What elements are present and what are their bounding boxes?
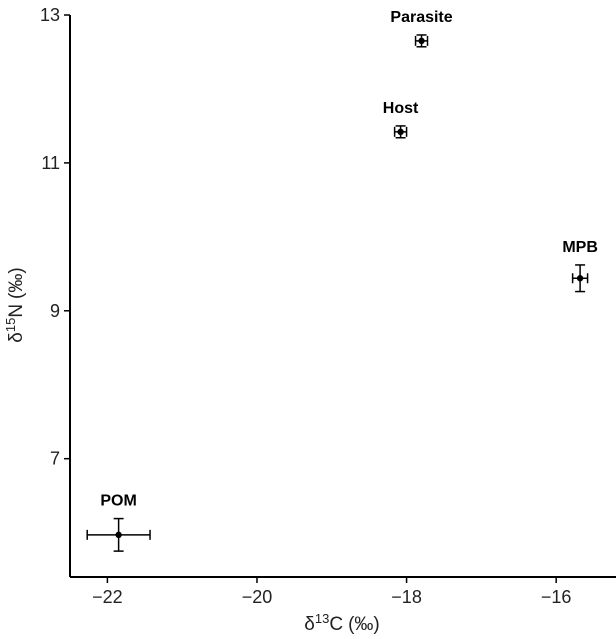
data-point-group: Parasite: [390, 9, 453, 48]
x-tick-label: −20: [242, 587, 273, 607]
x-axis-title-unit: (‰): [348, 614, 380, 635]
data-point-group: POM: [86, 493, 151, 552]
y-axis-title-unit: (‰): [6, 267, 27, 299]
data-point: [115, 531, 122, 539]
data-point-label: POM: [100, 493, 136, 510]
y-axis-title-element: N: [6, 304, 27, 318]
y-axis-title: δ15N (‰): [3, 267, 27, 342]
y-axis-title-symbol: δ: [6, 332, 27, 343]
data-point-label: MPB: [562, 239, 598, 256]
y-tick-label: 13: [40, 5, 60, 25]
data-point-group: MPB: [562, 239, 598, 293]
data-point: [397, 128, 404, 136]
x-axis-title-superscript: 13: [315, 611, 329, 626]
x-axis-title: δ13C (‰): [304, 611, 379, 635]
data-point: [418, 37, 425, 45]
x-tick-label: −22: [92, 587, 123, 607]
data-point-label: Parasite: [390, 9, 452, 26]
y-tick-label: 7: [50, 449, 60, 469]
y-axis-title-superscript: 15: [3, 318, 18, 332]
y-tick-label: 11: [41, 153, 60, 173]
x-tick-label: −18: [391, 587, 422, 607]
y-tick-label: 9: [50, 301, 60, 321]
plot-area: −22 −20 −18 −16 7 9 11 13 Parasite Host MPB POM: [40, 5, 616, 607]
data-point: [576, 275, 584, 282]
data-point-group: Host: [383, 100, 419, 139]
x-tick-label: −16: [541, 587, 572, 607]
x-axis-title-element: C: [329, 614, 343, 635]
data-point-label: Host: [383, 100, 419, 117]
x-axis-title-symbol: δ: [304, 614, 315, 635]
